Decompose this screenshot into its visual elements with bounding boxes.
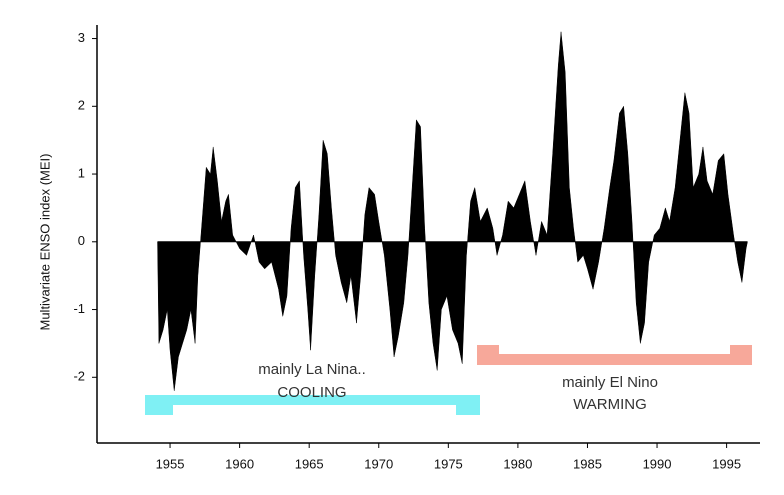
- cooling-bracket-end: [145, 395, 173, 415]
- x-tick-label: 1995: [712, 456, 741, 471]
- annotation: WARMING: [573, 396, 647, 413]
- x-tick-label: 1970: [364, 456, 393, 471]
- y-tick-label: 2: [78, 98, 85, 113]
- cooling-bracket-end: [456, 395, 480, 415]
- annotation: COOLING: [277, 384, 346, 401]
- warming-bracket-end: [477, 345, 499, 365]
- cooling-bracket: [145, 395, 480, 405]
- x-tick-label: 1980: [503, 456, 532, 471]
- mei-area: [157, 31, 748, 391]
- x-tick-label: 1960: [225, 456, 254, 471]
- y-tick-label: 0: [78, 233, 85, 248]
- y-tick-label: 1: [78, 165, 85, 180]
- y-tick-label: 3: [78, 30, 85, 45]
- annotation: mainly La Nina..: [258, 361, 366, 378]
- warming-bracket: [477, 354, 752, 365]
- warming-bracket-end: [730, 345, 752, 365]
- x-tick-label: 1965: [295, 456, 324, 471]
- x-tick-label: 1975: [434, 456, 463, 471]
- x-tick-label: 1955: [156, 456, 185, 471]
- y-axis-label: Multivariate ENSO index (MEI): [37, 154, 52, 331]
- x-tick-label: 1985: [573, 456, 602, 471]
- y-tick-label: -1: [73, 301, 85, 316]
- y-tick-label: -2: [73, 369, 85, 384]
- x-tick-label: 1990: [643, 456, 672, 471]
- annotation: mainly El Nino: [562, 374, 658, 391]
